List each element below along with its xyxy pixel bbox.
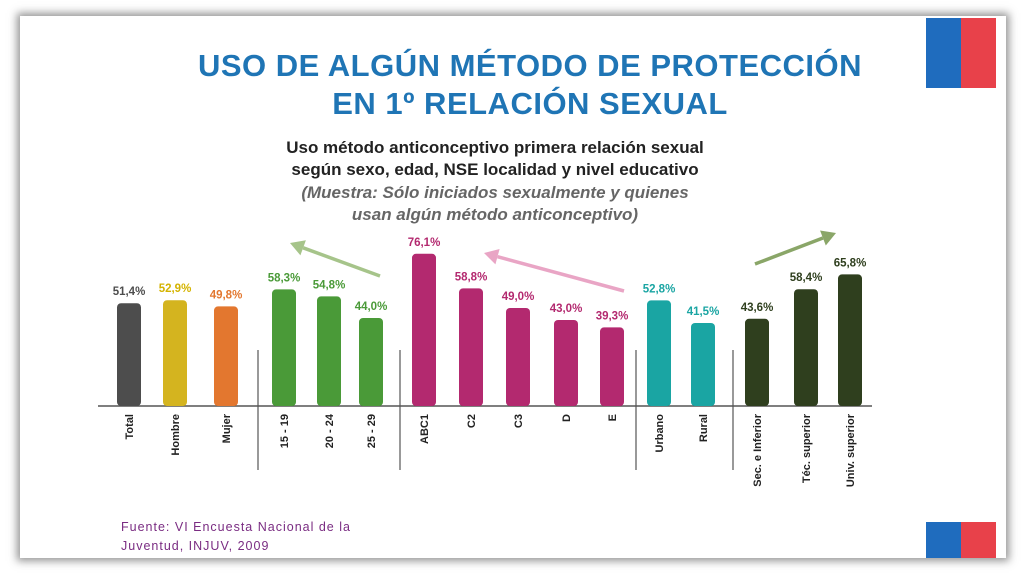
data-label: 65,8% bbox=[834, 257, 867, 269]
bar-total bbox=[117, 303, 141, 406]
data-label: 52,9% bbox=[159, 283, 192, 295]
source-line-2: Juventud, INJUV, 2009 bbox=[121, 539, 270, 553]
source-line-1: Fuente: VI Encuesta Nacional de la bbox=[121, 520, 351, 534]
data-label: 58,4% bbox=[790, 272, 823, 284]
slide-title-line-2: EN 1º RELACIÓN SEXUAL bbox=[332, 86, 728, 121]
data-label: 58,3% bbox=[268, 272, 301, 284]
flag-red-stripe bbox=[961, 18, 996, 88]
x-tick-label: Total bbox=[124, 414, 136, 439]
x-tick-label: Sec. e Inferior bbox=[752, 413, 764, 486]
bar-abc1 bbox=[412, 253, 436, 406]
bar-25-29 bbox=[359, 318, 383, 406]
bar-rural bbox=[691, 323, 715, 406]
trend-arrow-nivel-educativo bbox=[754, 230, 836, 266]
x-tick-label: Hombre bbox=[170, 414, 182, 456]
flag-top bbox=[926, 18, 996, 88]
bar-d bbox=[554, 320, 578, 406]
data-label: 49,0% bbox=[502, 291, 535, 303]
x-tick-label: 15 - 19 bbox=[279, 414, 291, 448]
x-tick-label: E bbox=[607, 414, 619, 421]
flag-blue-stripe bbox=[926, 18, 961, 88]
bar-sec-e-inferior bbox=[745, 318, 769, 406]
bar-urbano bbox=[647, 300, 671, 406]
chart-title-line-2: según sexo, edad, NSE localidad y nivel … bbox=[291, 160, 699, 179]
flag-red-stripe bbox=[961, 522, 996, 558]
x-tick-label: Urbano bbox=[654, 414, 666, 453]
x-tick-label: 20 - 24 bbox=[324, 413, 336, 448]
data-label: 76,1% bbox=[408, 237, 441, 249]
x-tick-label: 25 - 29 bbox=[366, 414, 378, 448]
data-label: 58,8% bbox=[455, 271, 488, 283]
bar-mujer bbox=[214, 306, 238, 406]
bar-c2 bbox=[459, 288, 483, 406]
data-label: 43,0% bbox=[550, 303, 583, 315]
source-note: Fuente: VI Encuesta Nacional de la Juven… bbox=[121, 518, 351, 556]
data-label: 44,0% bbox=[355, 301, 388, 313]
x-tick-label: Mujer bbox=[221, 413, 233, 443]
x-tick-label: Univ. superior bbox=[845, 413, 857, 487]
data-label: 41,5% bbox=[687, 306, 720, 318]
chart-subtitle-line-2: usan algún método anticonceptivo) bbox=[351, 205, 639, 224]
bar-20-24 bbox=[317, 296, 341, 406]
data-label: 51,4% bbox=[113, 286, 146, 298]
trend-arrow-edad bbox=[290, 240, 381, 278]
data-label: 43,6% bbox=[741, 302, 774, 314]
trend-arrow-nse bbox=[484, 248, 625, 293]
data-label: 39,3% bbox=[596, 310, 629, 322]
data-label: 54,8% bbox=[313, 279, 346, 291]
x-tick-label: Rural bbox=[698, 414, 710, 442]
data-label: 52,8% bbox=[643, 283, 676, 295]
bar-e bbox=[600, 327, 624, 406]
bar-t-c-superior bbox=[794, 289, 818, 406]
x-tick-label: ABC1 bbox=[419, 414, 431, 444]
x-tick-label: D bbox=[561, 414, 573, 422]
bar-15-19 bbox=[272, 289, 296, 406]
data-label: 49,8% bbox=[210, 289, 243, 301]
x-tick-label: Téc. superior bbox=[801, 413, 813, 483]
chart-title-line-1: Uso método anticonceptivo primera relaci… bbox=[286, 138, 704, 157]
x-tick-label: C3 bbox=[513, 414, 525, 428]
bar-hombre bbox=[163, 300, 187, 406]
x-tick-label: C2 bbox=[466, 414, 478, 428]
chart-subtitle-line-1: (Muestra: Sólo iniciados sexualmente y q… bbox=[301, 183, 689, 202]
bar-univ-superior bbox=[838, 274, 862, 406]
bar-c3 bbox=[506, 308, 530, 406]
slide-title-line-1: USO DE ALGÚN MÉTODO DE PROTECCIÓN bbox=[197, 48, 863, 83]
flag-bottom bbox=[926, 522, 996, 558]
flag-blue-stripe bbox=[926, 522, 961, 558]
